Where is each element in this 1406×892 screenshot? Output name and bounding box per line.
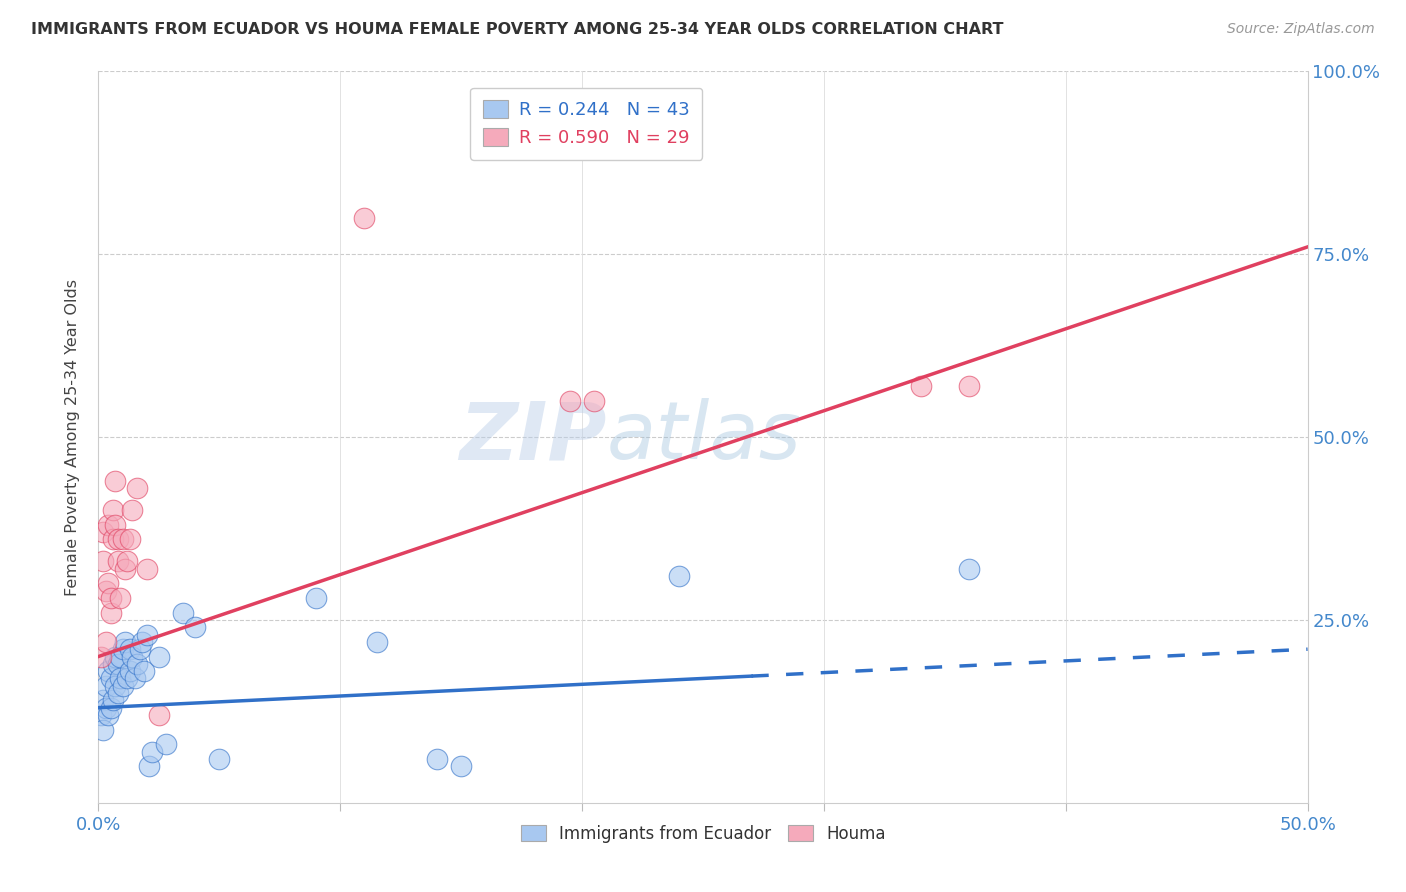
Point [91,693,114,707]
Point [108,649,131,664]
Point [107,533,129,547]
Point [107,554,129,568]
Point [104,474,127,488]
Point [107,657,129,671]
Point [111,679,134,693]
Point [135,562,157,576]
Point [148,708,170,723]
Point [134,664,156,678]
Point [118,533,141,547]
Point [118,642,141,657]
Point [91,723,114,737]
Point [117,672,139,686]
Point [131,635,153,649]
Point [138,759,160,773]
Y-axis label: Female Poverty Among 25-34 Year Olds: Female Poverty Among 25-34 Year Olds [65,278,80,596]
Point [353,211,375,225]
Point [100,606,122,620]
Point [127,657,149,671]
Point [108,591,131,605]
Point [97,576,120,591]
Point [117,554,139,568]
Point [94,635,117,649]
Legend: Immigrants from Ecuador, Houma: Immigrants from Ecuador, Houma [513,818,893,849]
Point [100,672,122,686]
Point [208,752,231,766]
Point [100,700,122,714]
Point [910,379,932,393]
Point [668,569,690,583]
Point [90,649,112,664]
Point [91,525,114,540]
Point [172,606,194,620]
Point [155,737,177,751]
Point [94,700,117,714]
Point [148,649,170,664]
Point [128,642,150,657]
Point [97,664,120,678]
Point [111,642,134,657]
Point [97,517,120,532]
Point [305,591,328,605]
Point [121,503,143,517]
Point [118,664,141,678]
Point [101,693,124,707]
Point [135,627,157,641]
Point [583,393,606,408]
Point [101,657,124,671]
Text: Source: ZipAtlas.com: Source: ZipAtlas.com [1227,22,1375,37]
Point [184,620,207,634]
Point [100,591,122,605]
Text: ZIP: ZIP [458,398,606,476]
Point [108,672,131,686]
Text: atlas: atlas [606,398,801,476]
Point [141,745,163,759]
Point [957,562,980,576]
Point [94,679,117,693]
Point [450,759,472,773]
Point [104,649,127,664]
Point [101,503,124,517]
Point [94,583,117,598]
Point [91,554,114,568]
Point [90,708,112,723]
Point [366,635,388,649]
Point [957,379,980,393]
Point [104,517,127,532]
Point [121,649,143,664]
Point [104,679,127,693]
Point [127,481,149,495]
Point [111,533,134,547]
Point [107,686,129,700]
Point [426,752,449,766]
Point [97,708,120,723]
Point [114,635,136,649]
Text: IMMIGRANTS FROM ECUADOR VS HOUMA FEMALE POVERTY AMONG 25-34 YEAR OLDS CORRELATIO: IMMIGRANTS FROM ECUADOR VS HOUMA FEMALE … [31,22,1004,37]
Point [114,562,136,576]
Point [558,393,581,408]
Point [124,672,146,686]
Point [101,533,124,547]
